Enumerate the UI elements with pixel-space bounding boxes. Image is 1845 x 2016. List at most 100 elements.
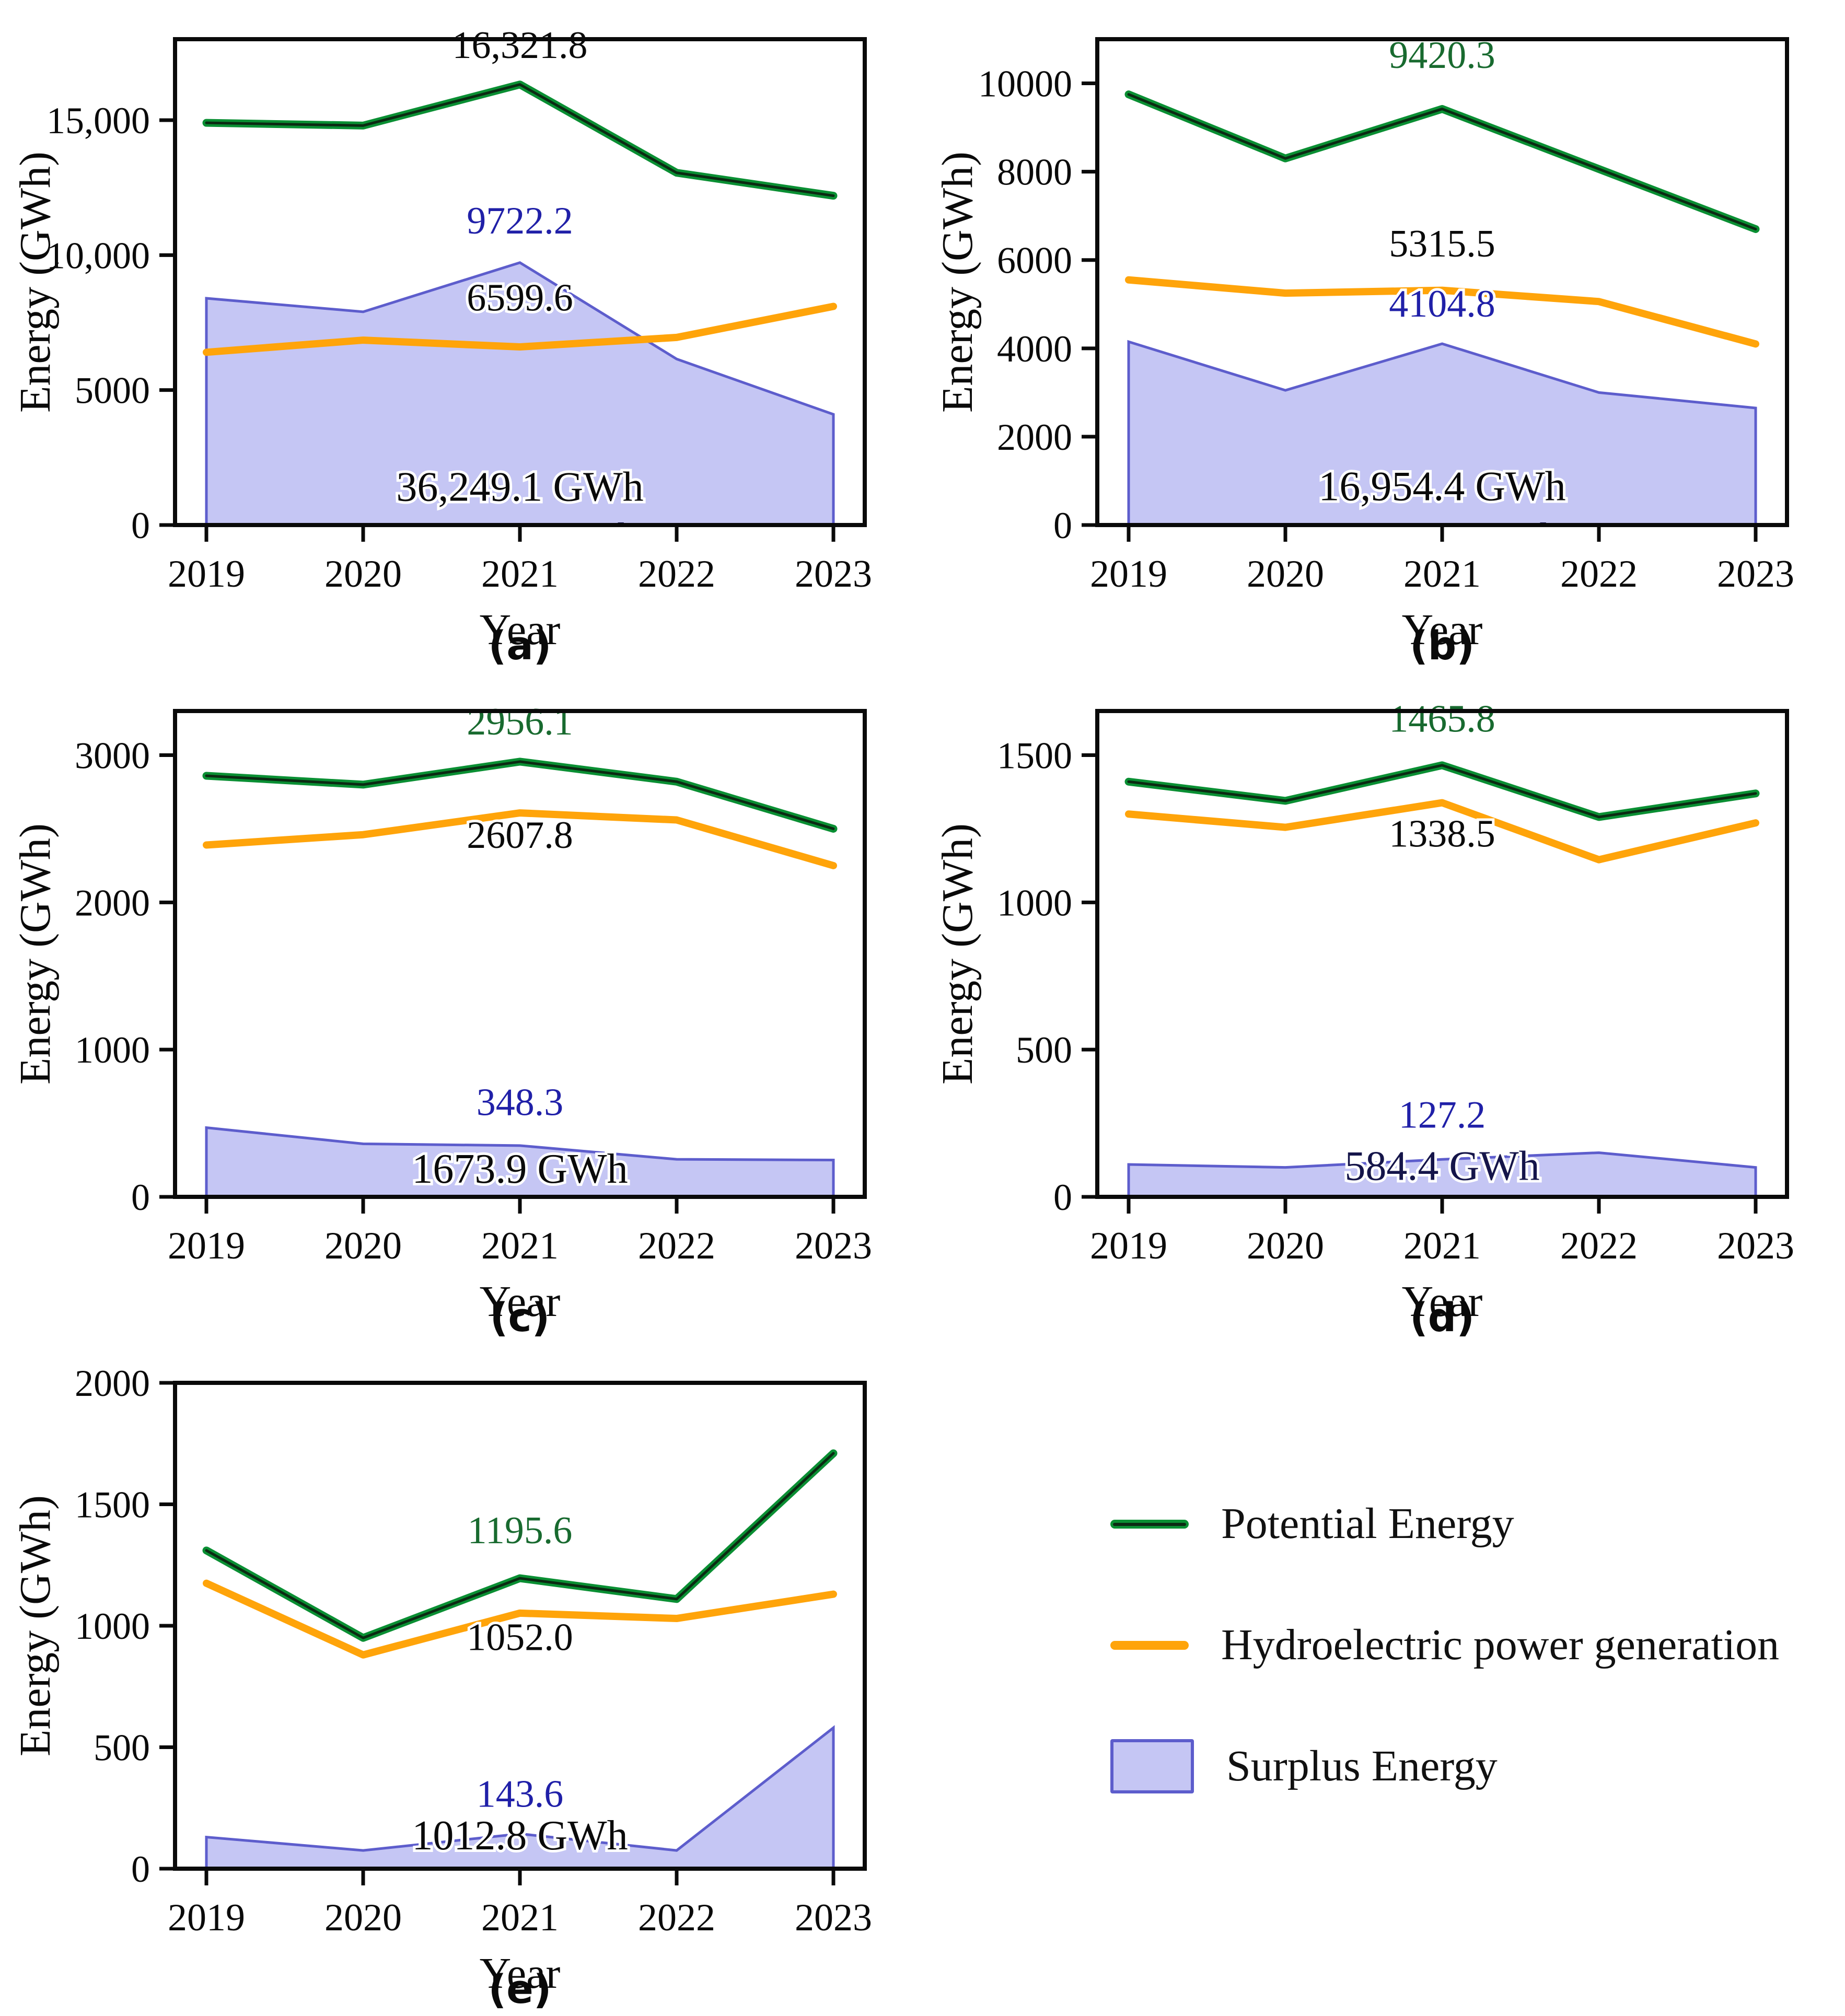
data-annotation: 16,954.4 GWh — [1318, 464, 1565, 510]
surplus-energy-area — [205, 1725, 835, 1869]
chart-a: 0 5000 10,000 15,000 2019 2020 2021 2022 2023 16,… — [11, 21, 872, 669]
y-tick-label: 6000 — [997, 240, 1072, 282]
axes-frame — [1095, 37, 1789, 527]
data-annotation: 2956.1 — [467, 701, 573, 743]
data-annotation: 4104.8 — [1389, 283, 1495, 325]
potential-energy-line-core — [1127, 764, 1757, 819]
data-annotation: 1012.8 GWh — [412, 1813, 628, 1859]
y-axis-label: Energy (GWh) — [933, 152, 982, 413]
chart-c-cell: 0 1000 2000 3000 2019 2020 2021 2022 2023 2956.1 2… — [0, 672, 922, 1344]
hydroelectric-line — [1125, 276, 1759, 348]
surplus-energy-area — [205, 261, 835, 525]
x-tick-label: 2021 — [1403, 1225, 1481, 1267]
potential-energy-line-core — [205, 83, 835, 197]
y-axis-label: Energy (GWh) — [11, 1495, 60, 1756]
x-tick-label: 2023 — [795, 1896, 872, 1939]
data-annotation: 6599.6 — [467, 276, 573, 319]
y-tick-label: 500 — [94, 1727, 150, 1769]
x-tick-label: 2019 — [168, 1225, 245, 1267]
data-annotation: 1465.8 — [1389, 697, 1495, 740]
y-tick-label: 5000 — [75, 370, 150, 412]
y-tick-label: 10,000 — [47, 235, 150, 276]
potential-energy-line-core — [205, 760, 835, 830]
y-axis-label: Energy (GWh) — [933, 823, 982, 1085]
x-tick-label: 2021 — [481, 553, 559, 596]
y-axis-label: Energy (GWh) — [11, 152, 60, 413]
axes-frame — [173, 37, 867, 527]
x-axis-label: Year — [1402, 1277, 1483, 1326]
data-annotation: 1195.6 — [468, 1509, 573, 1552]
chart-c: 0 1000 2000 3000 2019 2020 2021 2022 2023 2956.1 2… — [11, 698, 872, 1341]
x-tick-label: 2020 — [1247, 1225, 1324, 1267]
x-tick-label: 2020 — [1247, 553, 1324, 596]
potential-energy-line-core — [1113, 1522, 1186, 1526]
clipped-annotation-remnant: 16,954.4 GWh — [1325, 515, 1560, 559]
axes-frame — [173, 709, 867, 1199]
y-tick-label: 0 — [1053, 505, 1072, 546]
hydroelectric-line — [203, 302, 837, 356]
chart-b: 0 2000 4000 6000 8000 10000 2019 2020 2021 2022 20… — [933, 31, 1794, 669]
chart-d-cell: 0 500 1000 1500 2019 2020 2021 2022 2023 1465.8 13… — [922, 672, 1845, 1344]
legend-item-hydroelectric: Hydroelectric power generation — [1110, 1619, 1845, 1671]
y-tick-label: 15,000 — [47, 100, 150, 142]
y-tick-label: 1000 — [75, 1029, 150, 1071]
subplot-caption: (e) — [488, 1966, 551, 2012]
x-tick-label: 2022 — [638, 553, 715, 596]
axes-frame — [1095, 709, 1789, 1199]
legend-label-surplus-energy: Surplus Energy — [1226, 1742, 1498, 1790]
x-tick-label: 2022 — [1560, 1225, 1638, 1267]
chart-b-cell: 0 2000 4000 6000 8000 10000 2019 2020 2021 2022 20… — [922, 0, 1845, 672]
y-tick-label: 2000 — [75, 1362, 150, 1404]
x-axis-label: Year — [480, 1277, 561, 1326]
y-tick-label: 3000 — [75, 735, 150, 777]
surplus-energy-area — [1127, 340, 1757, 525]
chart-d: 0 500 1000 1500 2019 2020 2021 2022 2023 1465.8 13… — [933, 695, 1794, 1341]
data-annotation: 16,321.8 — [452, 24, 588, 67]
hydroelectric-line — [203, 1579, 837, 1659]
x-tick-label: 2019 — [168, 1896, 245, 1939]
x-tick-label: 2019 — [1090, 553, 1167, 596]
x-tick-label: 2019 — [168, 553, 245, 596]
data-annotation: 127.2 — [1399, 1094, 1486, 1137]
subplot-caption: (a) — [489, 622, 552, 669]
data-annotation: 5315.5 — [1389, 223, 1495, 265]
x-tick-label: 2020 — [324, 553, 402, 596]
potential-energy-line-core — [205, 1452, 835, 1639]
y-tick-label: 0 — [131, 505, 150, 546]
data-annotation: 348.3 — [477, 1081, 564, 1124]
plot-background — [175, 1383, 865, 1869]
y-tick-label: 2000 — [997, 416, 1072, 458]
surplus-energy-area — [1127, 1151, 1757, 1197]
y-tick-label: 1000 — [997, 882, 1072, 924]
y-axis-label: Energy (GWh) — [11, 823, 60, 1085]
x-axis-label: Year — [480, 1949, 561, 1998]
data-annotation: 143.6 — [477, 1773, 564, 1815]
data-annotation: 1052.0 — [467, 1616, 573, 1659]
data-annotation: 584.4 GWh — [1344, 1143, 1539, 1189]
y-tick-label: 2000 — [75, 882, 150, 924]
y-tick-label: 0 — [131, 1176, 150, 1218]
legend-label-hydroelectric: Hydroelectric power generation — [1221, 1621, 1780, 1669]
chart-a-cell: 0 5000 10,000 15,000 2019 2020 2021 2022 2023 16,… — [0, 0, 922, 672]
y-tick-label: 1000 — [75, 1605, 150, 1647]
plot-background — [175, 711, 865, 1197]
data-annotation: 36,249.1 GWh — [396, 464, 643, 510]
y-tick-label: 500 — [1016, 1029, 1072, 1071]
y-tick-label: 1500 — [75, 1484, 150, 1526]
x-tick-label: 2021 — [481, 1896, 559, 1939]
chart-e-cell: 0 500 1000 1500 2000 2019 2020 2021 2022 2023 1195… — [0, 1344, 922, 2016]
data-annotation: 1338.5 — [1389, 812, 1495, 855]
y-tick-label: 8000 — [997, 152, 1072, 193]
legend-item-surplus-energy: Surplus Energy — [1110, 1739, 1845, 1793]
x-tick-label: 2022 — [638, 1225, 715, 1267]
data-annotation: 9722.2 — [467, 200, 573, 242]
y-tick-label: 4000 — [997, 328, 1072, 370]
hydroelectric-line — [1125, 799, 1759, 864]
x-tick-label: 2023 — [1717, 553, 1794, 596]
subplot-caption: (b) — [1410, 622, 1475, 669]
legend-item-potential-energy: Potential Energy — [1110, 1498, 1845, 1550]
surplus-energy-area — [205, 1126, 835, 1197]
x-tick-label: 2020 — [324, 1896, 402, 1939]
hydroelectric-line — [203, 809, 837, 869]
